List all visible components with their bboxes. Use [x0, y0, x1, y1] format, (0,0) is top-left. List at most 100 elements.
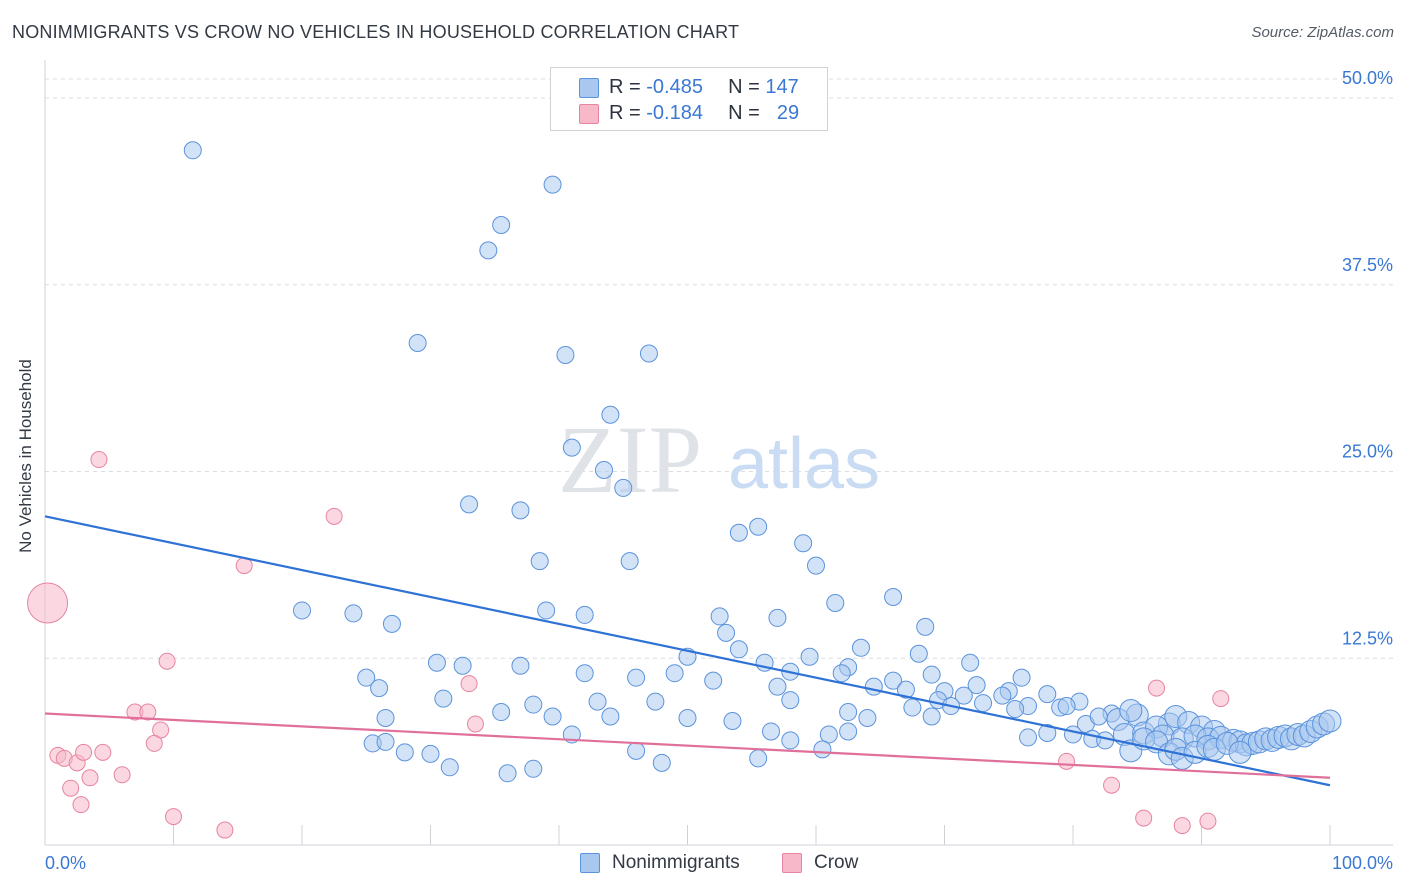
nonimmigrants-point — [627, 668, 646, 687]
nonimmigrants-point — [800, 647, 819, 666]
nonimmigrants-point — [813, 740, 832, 759]
nonimmigrants-point — [620, 552, 639, 571]
nonimmigrants-point — [922, 665, 941, 684]
nonimmigrants-point — [575, 664, 594, 683]
y-tick-label: 25.0% — [1342, 442, 1393, 462]
crow-point — [1173, 817, 1191, 835]
nonimmigrants-point — [749, 517, 768, 536]
nonimmigrants-point — [781, 731, 800, 750]
crow-point — [216, 821, 234, 839]
nonimmigrants-point — [954, 686, 973, 705]
nonimmigrants-point — [749, 749, 768, 768]
nonimmigrants-point — [1064, 725, 1082, 744]
watermark-zip: ZIP — [558, 406, 702, 513]
nonimmigrants-point — [639, 344, 658, 363]
legend-n-label: N = — [728, 76, 760, 98]
crow-point — [113, 766, 131, 784]
nonimmigrants-point — [678, 709, 697, 728]
nonimmigrants-point — [807, 556, 825, 575]
legend-r-label: R = — [609, 102, 641, 124]
nonimmigrants-point — [729, 640, 748, 659]
nonimmigrants-trend-line — [44, 515, 1331, 787]
zipatlas-watermark: ZIP atlas — [558, 406, 880, 513]
nonimmigrants-point — [993, 686, 1012, 705]
crow-trend-line — [44, 712, 1331, 779]
nonimmigrants-point — [627, 741, 646, 760]
legend-r-label: R = — [609, 76, 641, 98]
nonimmigrants-point — [768, 608, 787, 627]
nonimmigrants-point — [524, 759, 543, 778]
nonimmigrants-point — [646, 692, 665, 711]
crow-point — [27, 582, 69, 624]
x-tick-label: 100.0% — [1332, 853, 1393, 873]
nonimmigrants-point — [762, 722, 781, 741]
nonimmigrants-point — [961, 653, 980, 672]
nonimmigrants-point — [819, 725, 838, 744]
y-tick-label: 12.5% — [1342, 628, 1393, 648]
nonimmigrants-point — [1012, 668, 1031, 687]
bottom-legend-label: Crow — [814, 852, 859, 873]
nonimmigrants-point — [1228, 740, 1252, 764]
crow-point — [158, 652, 176, 670]
nonimmigrants-point — [183, 141, 202, 160]
bottom-legend-swatch-blue — [580, 853, 600, 873]
crow-point — [165, 808, 182, 826]
nonimmigrants-point — [460, 495, 479, 514]
watermark-atlas: atlas — [728, 424, 880, 504]
nonimmigrants-point — [1119, 699, 1143, 723]
nonimmigrants-point — [601, 707, 620, 726]
nonimmigrants-point — [511, 656, 530, 675]
nonimmigrants-point — [665, 664, 684, 683]
nonimmigrants-point — [909, 644, 928, 663]
nonimmigrants-point — [1318, 709, 1342, 733]
nonimmigrants-point — [498, 764, 517, 783]
chart-title: NONIMMIGRANTS VS CROW NO VEHICLES IN HOU… — [12, 22, 740, 42]
crow-point — [1103, 776, 1121, 794]
y-axis-label-wrap: No Vehicles in Household — [16, 250, 40, 670]
x-tick-label: 0.0% — [45, 853, 86, 873]
nonimmigrants-point — [575, 605, 594, 624]
legend-n-label: N = — [728, 102, 760, 124]
nonimmigrants-point — [492, 215, 511, 234]
crow-point — [75, 743, 93, 761]
nonimmigrants-point — [530, 552, 549, 571]
crow-point — [94, 743, 112, 761]
crow-point — [62, 779, 80, 797]
nonimmigrants-point — [1057, 697, 1076, 716]
nonimmigrants-point — [344, 604, 363, 623]
nonimmigrants-point — [543, 707, 562, 726]
crow-point — [90, 451, 108, 469]
legend-swatch-blue — [579, 78, 599, 98]
crow-point — [72, 796, 90, 814]
nonimmigrants-point — [421, 744, 440, 763]
correlation-legend: R = -0.485 N = 147 R = -0.184 N = 29 — [550, 67, 828, 131]
nonimmigrants-point — [723, 711, 742, 730]
nonimmigrants-point — [479, 241, 498, 260]
nonimmigrants-point — [704, 671, 723, 690]
legend-r-value: -0.485 — [646, 76, 703, 98]
nonimmigrants-point — [858, 709, 877, 728]
nonimmigrants-point — [492, 703, 511, 722]
crow-point — [145, 734, 163, 752]
nonimmigrants-point — [884, 671, 903, 690]
y-axis-label: No Vehicles in Household — [16, 359, 35, 553]
nonimmigrants-point — [1006, 700, 1025, 719]
nonimmigrants-point — [794, 534, 813, 553]
nonimmigrants-point — [511, 501, 530, 520]
nonimmigrants-point — [1019, 728, 1038, 747]
nonimmigrants-point — [594, 461, 613, 480]
nonimmigrants-point — [434, 689, 453, 708]
nonimmigrants-point — [537, 601, 556, 620]
nonimmigrants-point — [851, 638, 870, 657]
nonimmigrants-point — [974, 694, 993, 713]
nonimmigrants-point — [1038, 723, 1057, 742]
nonimmigrants-point — [864, 677, 883, 696]
crow-point — [1212, 690, 1230, 708]
nonimmigrants-point — [562, 438, 581, 457]
nonimmigrants-point — [556, 345, 575, 364]
nonimmigrants-point — [370, 679, 389, 698]
legend-r-value: -0.184 — [646, 102, 703, 124]
crow-point — [139, 703, 157, 721]
y-tick-label: 37.5% — [1342, 255, 1393, 275]
